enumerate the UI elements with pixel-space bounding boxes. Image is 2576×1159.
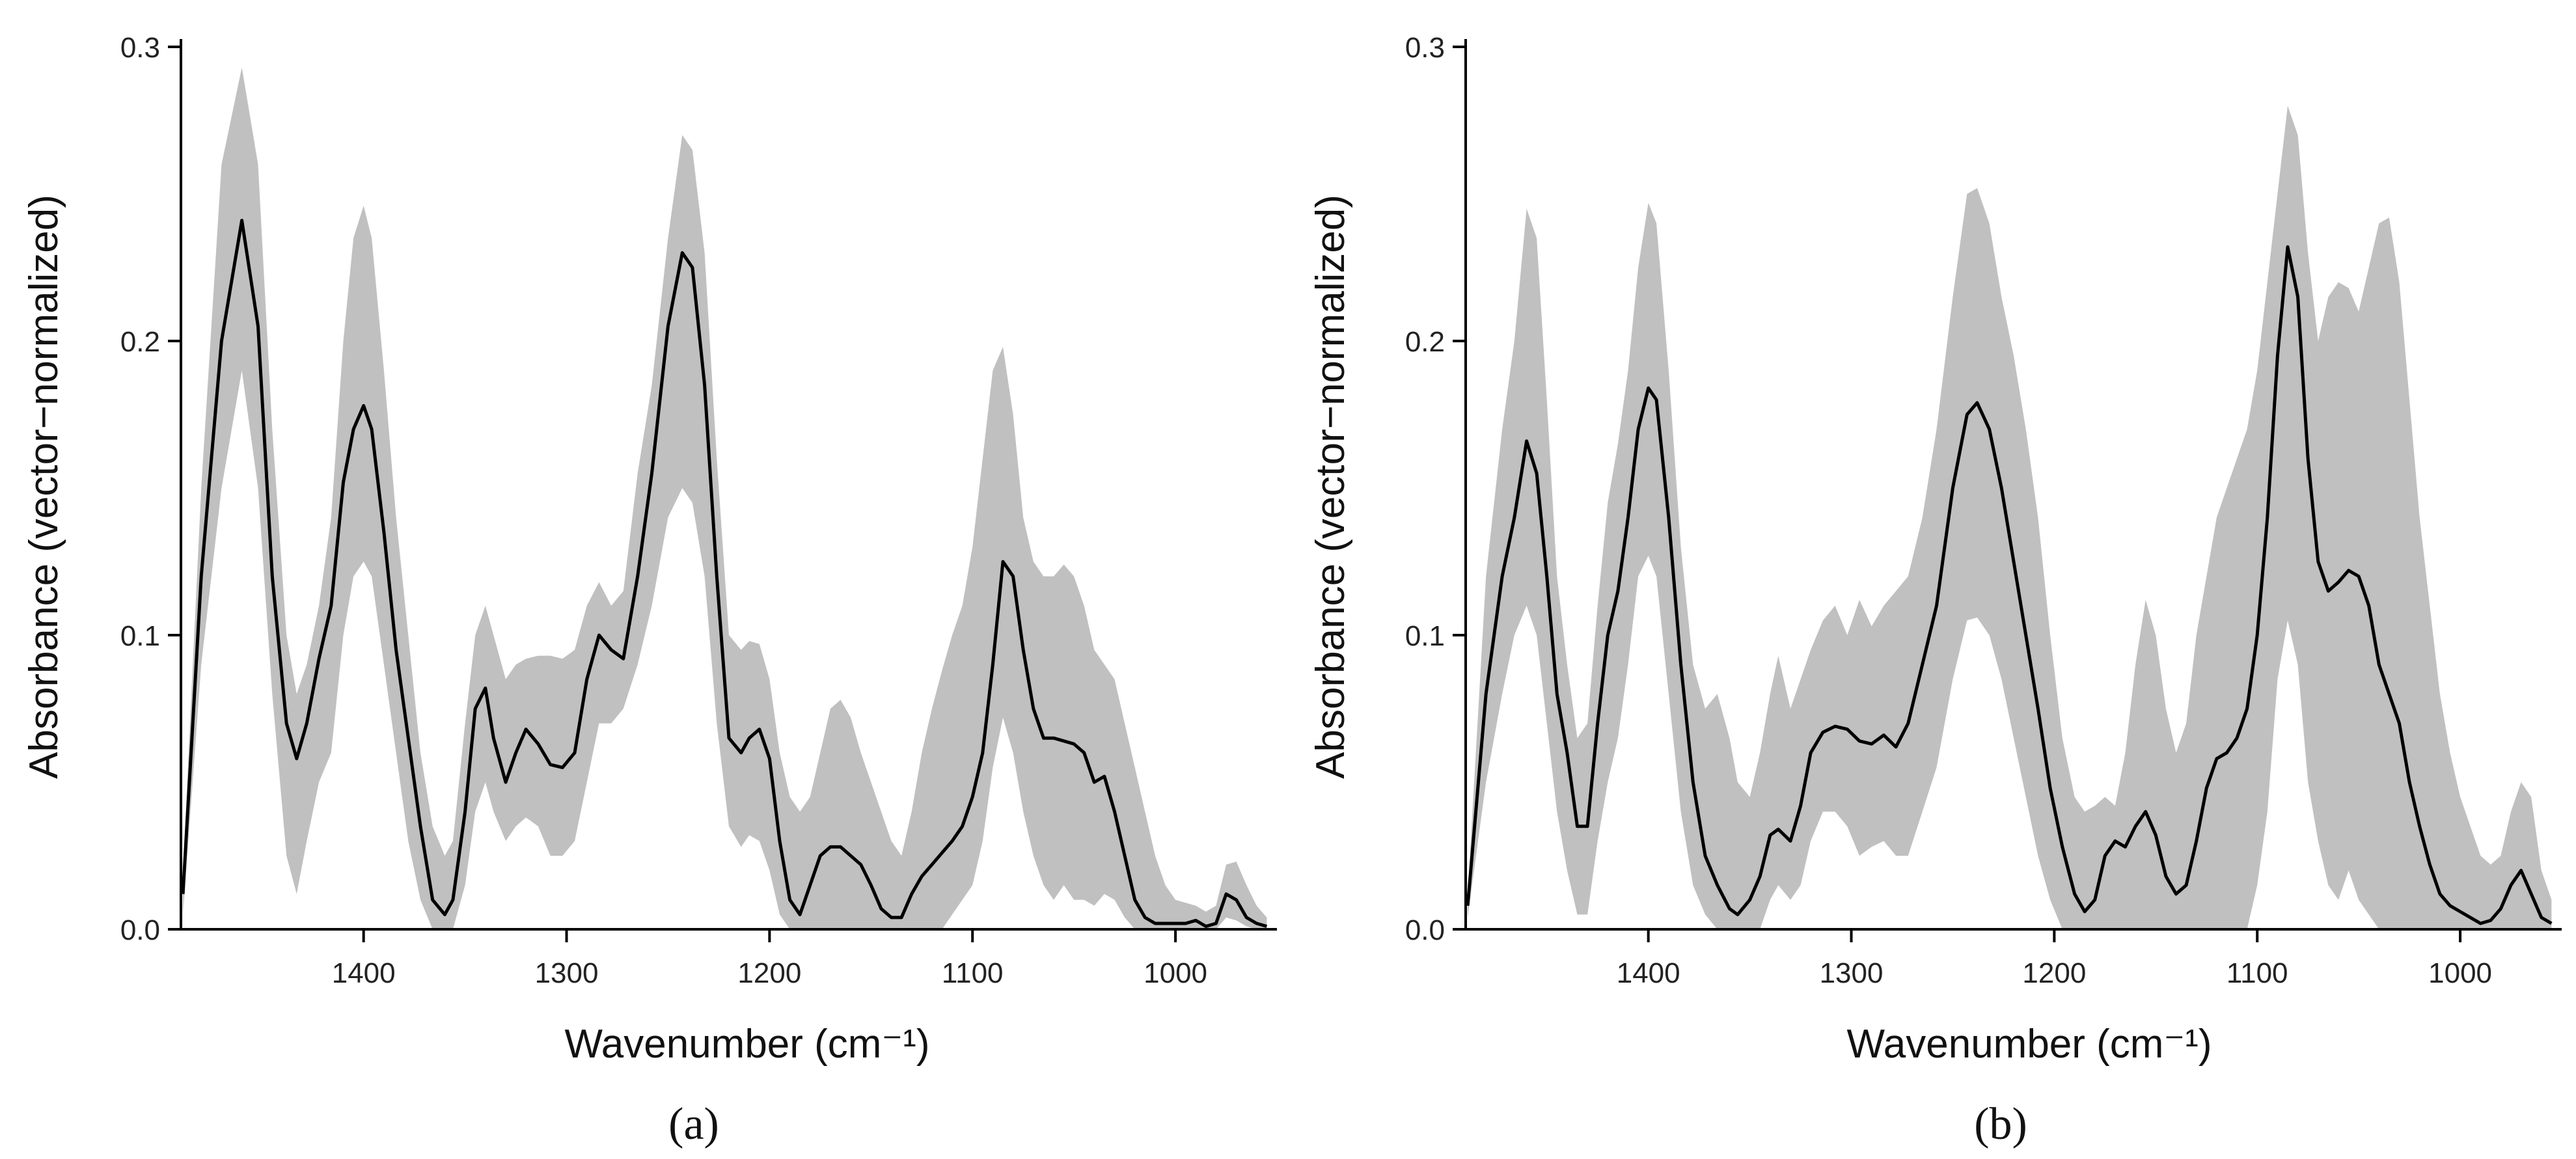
panel-b: 1400 1300 1200 1100 1000 0.0 0.1 0.2 0.3 Wavenum… [1308, 32, 2562, 1149]
y-axis-title-b: Absorbance (vector−normalized) [1308, 195, 1353, 779]
caption-a: (a) [668, 1099, 719, 1149]
mean-line-a [181, 219, 1268, 928]
x-axis-title-a: Wavenumber (cm⁻¹) [565, 1022, 930, 1067]
ticks-a: 1400 1300 1200 1100 1000 0.0 0.1 0.2 0.3 [120, 32, 1207, 989]
y-tick-label-a: 0.3 [120, 32, 160, 64]
y-tick-label-b: 0.1 [1405, 620, 1445, 652]
y-tick-label-b: 0.0 [1405, 914, 1445, 946]
x-tick-label-b: 1200 [2022, 957, 2086, 989]
y-tick-label-b: 0.3 [1405, 32, 1445, 64]
x-tick-label-a: 1000 [1144, 957, 1207, 989]
x-tick-label-b: 1400 [1617, 957, 1680, 989]
x-tick-label-b: 1300 [1820, 957, 1884, 989]
plot-area-a [181, 67, 1268, 930]
x-tick-label-a: 1400 [332, 957, 396, 989]
x-tick-label-a: 1100 [942, 957, 1004, 989]
x-axis-title-b: Wavenumber (cm⁻¹) [1847, 1022, 2212, 1067]
y-tick-label-a: 0.0 [120, 914, 160, 946]
caption-b: (b) [1974, 1099, 2027, 1149]
x-tick-label-b: 1100 [2227, 957, 2288, 989]
y-tick-label-a: 0.2 [120, 326, 160, 358]
y-axis-title-a: Absorbance (vector−normalized) [21, 195, 66, 779]
band-area-a [183, 67, 1267, 930]
plot-area-b [1466, 105, 2553, 929]
mean-line-b [1466, 245, 2553, 925]
y-tick-label-a: 0.1 [120, 620, 160, 652]
band-area-b [1468, 105, 2552, 929]
ticks-b: 1400 1300 1200 1100 1000 0.0 0.1 0.2 0.3 [1405, 32, 2492, 989]
y-tick-label-b: 0.2 [1405, 326, 1445, 358]
x-tick-label-a: 1300 [535, 957, 599, 989]
panel-a: 1400 1300 1200 1100 1000 0.0 0.1 0.2 0.3 Wavenum… [21, 32, 1277, 1149]
x-tick-label-b: 1000 [2428, 957, 2492, 989]
x-tick-label-a: 1200 [737, 957, 801, 989]
